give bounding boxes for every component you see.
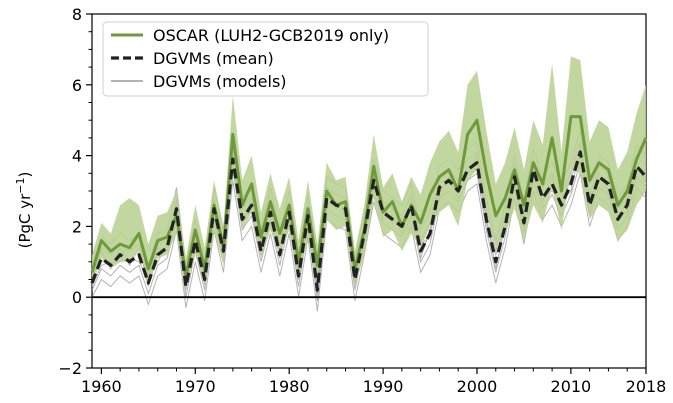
x-tick-label-1970: 1970 <box>175 377 216 396</box>
axis-ticks: 1960 1970 1980 1990 2000 2010 2018 −2 0 2 4 6 8 <box>58 5 666 396</box>
y-tick-label-5: 8 <box>72 5 82 24</box>
legend-frame <box>102 21 429 97</box>
x-tick-label-2018: 2018 <box>626 377 667 396</box>
oscar-uncertainty-band <box>92 56 646 291</box>
y-tick-label-2: 2 <box>72 217 82 236</box>
y-axis-label-suffix: ) <box>16 172 34 178</box>
x-tick-label-1960: 1960 <box>81 377 122 396</box>
legend-label-dgvm-models: DGVMs (models) <box>153 72 287 91</box>
y-axis-label: (PgC yr−1) <box>14 172 35 249</box>
x-tick-label-2010: 2010 <box>551 377 592 396</box>
y-axis-label-prefix: (PgC yr <box>16 193 34 249</box>
legend: OSCAR (LUH2-GCB2019 only) DGVMs (mean) D… <box>102 21 429 97</box>
legend-label-oscar: OSCAR (LUH2-GCB2019 only) <box>153 26 389 45</box>
x-tick-label-2000: 2000 <box>457 377 498 396</box>
x-tick-label-1990: 1990 <box>363 377 404 396</box>
legend-label-dgvm-mean: DGVMs (mean) <box>153 49 274 68</box>
x-tick-label-1980: 1980 <box>269 377 310 396</box>
y-axis-label-exponent: −1 <box>14 177 27 193</box>
dgvm-mean-series-line <box>90 150 648 292</box>
y-tick-label-0: −2 <box>58 359 82 378</box>
y-tick-label-3: 4 <box>72 147 82 166</box>
y-tick-label-4: 6 <box>72 76 82 95</box>
y-tick-label-1: 0 <box>72 288 82 307</box>
dgvm-model-line-4 <box>91 173 647 312</box>
